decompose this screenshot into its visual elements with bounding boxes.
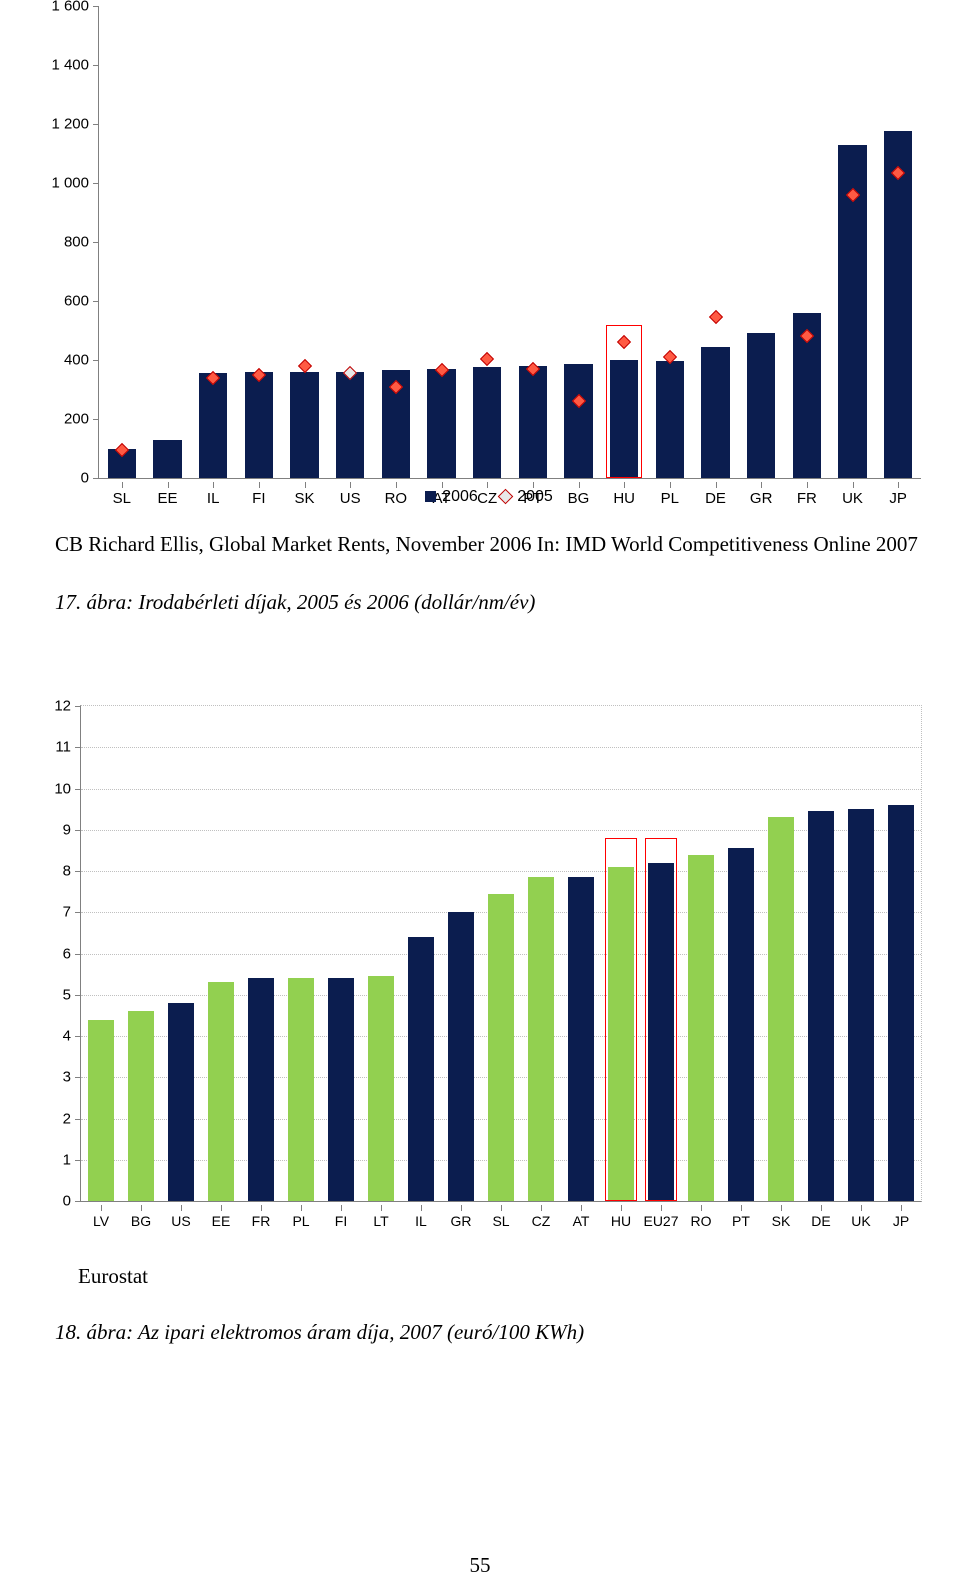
chart1-bar	[473, 367, 501, 478]
chart2-bar	[848, 809, 874, 1201]
page-number: 55	[0, 1553, 960, 1578]
chart2-ytick-label: 8	[63, 863, 81, 880]
chart1-ytick-label: 0	[81, 470, 99, 487]
chart2-bar	[568, 877, 594, 1201]
chart2-ytick-label: 6	[63, 945, 81, 962]
chart2-bar	[328, 978, 354, 1201]
chart2-xtick-label: DE	[811, 1213, 830, 1229]
chart1-bar	[290, 372, 318, 478]
chart2-xtick-label: HU	[611, 1213, 631, 1229]
chart2-bar	[408, 937, 434, 1201]
chart2-xtick-label: LV	[93, 1213, 109, 1229]
chart2-caption: 18. ábra: Az ipari elektromos áram díja,…	[55, 1318, 920, 1346]
chart1-source: CB Richard Ellis, Global Market Rents, N…	[55, 530, 920, 558]
chart2-bar	[608, 867, 634, 1201]
chart1-bar	[427, 369, 455, 478]
chart1-ytick-label: 1 000	[51, 175, 99, 192]
chart2-bar	[768, 817, 794, 1201]
chart2-bar	[208, 982, 234, 1201]
chart2-bar	[88, 1020, 114, 1202]
chart2-plot: 0 1 2 3 4 5 6 7 8	[80, 705, 922, 1202]
chart2-xtick-label: RO	[691, 1213, 712, 1229]
chart2-xtick-label: LT	[373, 1213, 388, 1229]
chart2-bar	[688, 855, 714, 1202]
chart1-ytick-label: 800	[64, 234, 99, 251]
chart2-xtick-label: FR	[252, 1213, 271, 1229]
chart1-ytick-label: 600	[64, 293, 99, 310]
chart2-ytick-label: 1	[63, 1151, 81, 1168]
chart2-ytick-label: 11	[55, 739, 81, 756]
chart1-bar	[519, 366, 547, 478]
chart2-xtick-label: BG	[131, 1213, 151, 1229]
chart2-xtick-label: CZ	[532, 1213, 551, 1229]
chart2-xtick-label: SL	[492, 1213, 509, 1229]
chart1-bar	[564, 364, 592, 478]
chart2-xtick-label: US	[171, 1213, 190, 1229]
chart2-bar	[368, 976, 394, 1201]
chart1-ytick-label: 1 400	[51, 57, 99, 74]
chart1-marker	[617, 335, 631, 349]
chart2-bar	[288, 978, 314, 1201]
chart2-ytick-label: 12	[54, 698, 81, 715]
chart2-xtick-label: JP	[893, 1213, 909, 1229]
chart1-bar	[656, 361, 684, 478]
chart2-ytick-label: 5	[63, 986, 81, 1003]
chart2-xtick-label: FI	[335, 1213, 347, 1229]
chart2-xtick-label: PT	[732, 1213, 750, 1229]
chart2-xtick-label: EU27	[643, 1213, 678, 1229]
chart1-ytick-label: 1 600	[51, 0, 99, 15]
chart1-bar	[701, 347, 729, 478]
chart2-bar	[488, 894, 514, 1201]
chart2-bar	[888, 805, 914, 1201]
chart1-bar	[199, 373, 227, 478]
chart1-ytick-label: 200	[64, 411, 99, 428]
legend-2005-label: 2005	[517, 488, 553, 505]
chart2-ytick-label: 7	[63, 904, 81, 921]
chart1-bar	[245, 372, 273, 478]
chart2-ytick-label: 9	[63, 821, 81, 838]
office-rent-chart: 0 200 400 600 800 1 000 1 200 1 400	[40, 0, 920, 530]
chart1-bar	[747, 333, 775, 478]
electricity-price-chart: 0 1 2 3 4 5 6 7 8	[40, 700, 920, 1250]
chart1-plot: 0 200 400 600 800 1 000 1 200 1 400	[98, 6, 921, 479]
chart1-bar	[610, 360, 638, 478]
chart2-bar	[528, 877, 554, 1201]
legend-2006-label: 2006	[442, 488, 478, 505]
chart2-xtick-label: AT	[573, 1213, 590, 1229]
chart2-xtick-label: SK	[772, 1213, 791, 1229]
page-root: 0 200 400 600 800 1 000 1 200 1 400	[0, 0, 960, 1590]
chart2-source: Eurostat	[78, 1262, 920, 1290]
chart2-ytick-label: 2	[63, 1110, 81, 1127]
chart2-bar	[248, 978, 274, 1201]
chart2-xtick-label: EE	[212, 1213, 231, 1229]
chart2-bar	[648, 863, 674, 1201]
chart1-ytick-label: 400	[64, 352, 99, 369]
chart1-marker	[708, 310, 722, 324]
chart1-legend: 2006 2005	[40, 488, 920, 506]
chart2-bar	[728, 848, 754, 1201]
chart1-bar	[153, 440, 181, 478]
chart2-ytick-label: 3	[63, 1069, 81, 1086]
chart2-xtick-label: IL	[415, 1213, 427, 1229]
chart2-bar	[808, 811, 834, 1201]
chart1-bar	[884, 131, 912, 478]
chart2-bar	[128, 1011, 154, 1201]
chart2-ytick-label: 10	[54, 780, 81, 797]
chart2-xtick-label: GR	[451, 1213, 472, 1229]
chart2-bar	[168, 1003, 194, 1201]
chart2-bar	[448, 912, 474, 1201]
chart1-ytick-label: 1 200	[51, 116, 99, 133]
chart2-xtick-label: UK	[851, 1213, 870, 1229]
chart1-bar	[336, 372, 364, 478]
chart1-caption: 17. ábra: Irodabérleti díjak, 2005 és 20…	[55, 588, 920, 616]
chart2-ytick-label: 4	[63, 1028, 81, 1045]
chart1-marker	[480, 351, 494, 365]
chart2-xtick-label: PL	[292, 1213, 309, 1229]
chart2-ytick-label: 0	[63, 1193, 81, 1210]
